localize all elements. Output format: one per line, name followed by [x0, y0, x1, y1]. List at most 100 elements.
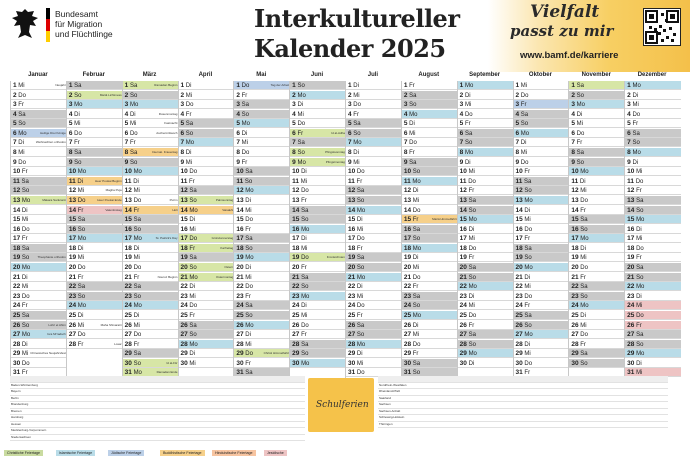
- day-cell[interactable]: 20 Do: [122, 263, 179, 273]
- day-cell[interactable]: 24 Mo: [122, 301, 179, 311]
- day-cell[interactable]: 3 So: [401, 100, 458, 110]
- day-cell[interactable]: 19 Fr: [457, 253, 514, 263]
- day-cell[interactable]: 10 Di: [290, 167, 346, 177]
- day-cell[interactable]: 8 Mo: [625, 148, 681, 158]
- day-cell[interactable]: 27 Do: [66, 330, 123, 340]
- day-cell[interactable]: 1 So: [290, 81, 346, 90]
- day-cell[interactable]: 14 So: [457, 205, 514, 215]
- day-cell[interactable]: 6 Sa: [457, 128, 514, 138]
- day-cell[interactable]: 7 Sa: [290, 138, 346, 148]
- day-cell[interactable]: 24 Fr: [513, 301, 570, 311]
- day-cell[interactable]: 23 Mo: [290, 291, 346, 301]
- day-cell[interactable]: 2 Mi: [346, 91, 402, 100]
- day-cell[interactable]: 6 Mo: [513, 128, 570, 138]
- day-cell[interactable]: 22 Mi: [11, 282, 67, 292]
- day-cell[interactable]: 23 Mi: [178, 292, 235, 301]
- day-cell[interactable]: 14 Fr: [569, 206, 626, 215]
- day-cell[interactable]: 29 Di: [178, 349, 235, 359]
- day-cell[interactable]: 20 So Ostern: [178, 263, 235, 273]
- day-cell[interactable]: 10 Fr: [513, 167, 570, 177]
- day-cell[interactable]: 19 Fr: [625, 253, 681, 263]
- day-cell[interactable]: 3 Mo: [66, 100, 123, 110]
- day-cell[interactable]: 25 Sa: [11, 310, 67, 320]
- day-cell[interactable]: 14 Fr Valentinstag: [66, 205, 123, 215]
- day-cell[interactable]: 11 Fr: [178, 177, 235, 186]
- day-cell[interactable]: 23 So: [122, 291, 179, 301]
- day-cell[interactable]: 20 Mo: [513, 263, 570, 273]
- day-cell[interactable]: 17 Mo St. Patrick's Day: [122, 234, 179, 244]
- day-cell[interactable]: 4 Sa: [513, 109, 570, 119]
- day-cell[interactable]: 29 Do Christi Himmelfahrt: [234, 349, 291, 359]
- day-cell[interactable]: 23 Sa: [401, 291, 458, 301]
- day-cell[interactable]: 7 Mi: [234, 138, 291, 148]
- day-cell[interactable]: 20 Do: [66, 263, 123, 273]
- day-cell[interactable]: 29 So: [290, 349, 346, 359]
- day-cell[interactable]: 27 Mo Isra Mi'radsch: [11, 330, 67, 340]
- day-cell[interactable]: 8 Do: [234, 148, 291, 158]
- day-cell[interactable]: 17 Di: [290, 234, 346, 244]
- day-cell[interactable]: 22 Fr: [401, 282, 458, 292]
- day-cell[interactable]: 6 So: [346, 128, 402, 138]
- day-cell[interactable]: 9 Di: [625, 158, 681, 167]
- day-cell[interactable]: 13 Mo: [513, 195, 570, 205]
- day-cell[interactable]: 23 Do: [11, 292, 67, 301]
- day-cell[interactable]: 17 Mi: [457, 234, 514, 244]
- day-cell[interactable]: 16 Mi: [178, 225, 235, 234]
- day-cell[interactable]: 12 Mi Magha Puja: [66, 186, 123, 196]
- day-cell[interactable]: 10 Do: [178, 167, 235, 177]
- day-cell[interactable]: 7 Fr: [569, 138, 626, 148]
- day-cell[interactable]: 16 Di: [457, 225, 514, 234]
- day-cell[interactable]: 24 Sa: [234, 301, 291, 311]
- day-cell[interactable]: 21 Do: [401, 273, 458, 282]
- day-cell[interactable]: 26 Fr: [457, 321, 514, 330]
- day-cell[interactable]: 19 Mo: [234, 253, 291, 263]
- day-cell[interactable]: 8 Sa: [569, 148, 626, 158]
- day-cell[interactable]: 18 So: [234, 243, 291, 253]
- day-cell[interactable]: 18 Fr: [346, 244, 402, 253]
- day-cell[interactable]: 11 Di: [122, 177, 179, 186]
- day-cell[interactable]: 4 Di Rosenmontag: [122, 110, 179, 119]
- day-cell[interactable]: 10 Mo: [569, 167, 626, 177]
- day-cell[interactable]: 18 Sa: [11, 243, 67, 253]
- day-cell[interactable]: 2 So Mariä Lichtmess: [66, 90, 123, 100]
- day-cell[interactable]: 3 Do: [178, 100, 235, 110]
- day-cell[interactable]: 19 Sa: [346, 253, 402, 263]
- day-cell[interactable]: 5 Di: [401, 119, 458, 129]
- day-cell[interactable]: 25 Mo: [401, 310, 458, 320]
- day-cell[interactable]: 5 Mi Fastnacht: [122, 119, 179, 129]
- day-cell[interactable]: 22 Sa: [122, 282, 179, 292]
- day-cell[interactable]: 3 Mi: [457, 100, 514, 110]
- day-cell[interactable]: 27 So: [178, 330, 235, 340]
- day-cell[interactable]: 13 Do: [569, 196, 626, 205]
- day-cell[interactable]: 3 Mi: [625, 100, 681, 110]
- day-cell[interactable]: 3 Mo: [569, 100, 626, 110]
- career-url[interactable]: www.bamf.de/karriere: [520, 50, 619, 61]
- day-cell[interactable]: 1 Di: [346, 81, 402, 90]
- day-cell[interactable]: 25 Di: [569, 311, 626, 320]
- day-cell[interactable]: 24 Mo: [569, 301, 626, 311]
- day-cell[interactable]: 24 Mi: [625, 301, 681, 311]
- day-cell[interactable]: 24 So: [401, 301, 458, 311]
- day-cell[interactable]: 2 Fr: [234, 91, 291, 100]
- day-cell[interactable]: 26 Mi: [122, 321, 179, 330]
- day-cell[interactable]: 8 Mo: [457, 148, 514, 158]
- day-cell[interactable]: 29 Mo: [625, 349, 681, 359]
- day-cell[interactable]: 29 Mi Chinesisches Neujahrsfest: [11, 349, 67, 359]
- day-cell[interactable]: 25 Di: [122, 311, 179, 320]
- day-cell[interactable]: 22 Do: [234, 282, 291, 292]
- day-cell[interactable]: 10 Mi: [625, 167, 681, 177]
- day-cell[interactable]: 5 Mi: [66, 119, 123, 129]
- day-cell[interactable]: 13 So Palmsonntag: [178, 195, 235, 205]
- day-cell[interactable]: 14 Fr Holi: [122, 205, 179, 215]
- day-cell[interactable]: 1 Mi Neujahr: [11, 81, 67, 90]
- day-cell[interactable]: 22 Mo: [625, 282, 681, 292]
- day-cell[interactable]: 4 Fr: [346, 110, 402, 119]
- day-cell[interactable]: 23 So: [66, 291, 123, 301]
- day-cell[interactable]: 27 Mi: [401, 330, 458, 340]
- day-cell[interactable]: 20 Fr: [290, 263, 346, 273]
- day-cell[interactable]: 27 Di: [234, 330, 291, 340]
- day-cell[interactable]: 2 Do: [11, 91, 67, 100]
- day-cell[interactable]: 20 Sa: [457, 263, 514, 273]
- day-cell[interactable]: 13 Di: [234, 196, 291, 205]
- day-cell[interactable]: 27 Sa: [625, 330, 681, 340]
